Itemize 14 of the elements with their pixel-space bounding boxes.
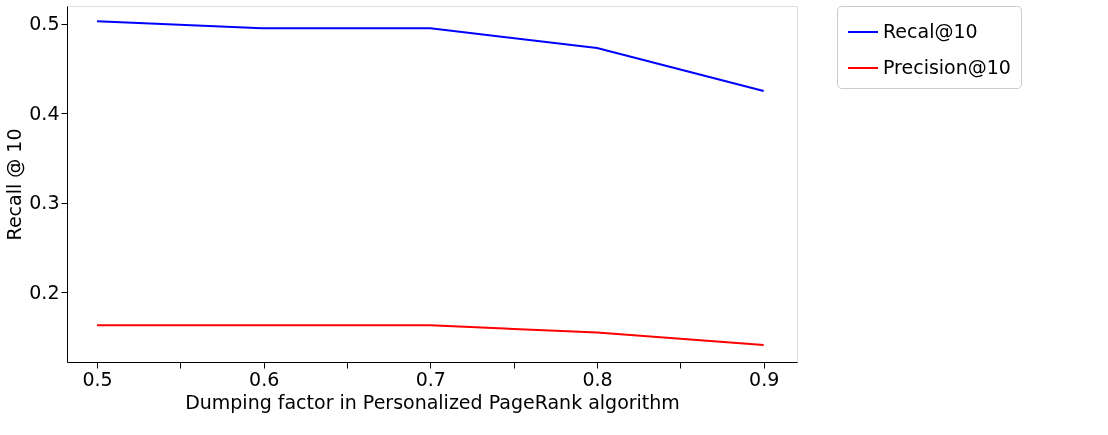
x-tick-label: 0.7 [415,367,446,390]
y-tick-label: 0.5 [29,12,60,35]
y-axis-title: Recall @ 10 [3,128,26,241]
x-tick-label: 0.6 [249,367,280,390]
legend-label: Precision@10 [883,56,1011,78]
y-tick-label: 0.4 [29,101,60,124]
x-tick-label: 0.5 [82,367,113,390]
x-tick-label: 0.8 [582,367,613,390]
x-axis-title: Dumping factor in Personalized PageRank algorithm [185,390,680,413]
x-tick-label: 0.9 [749,367,780,390]
legend-label: Recal@10 [883,20,978,42]
y-tick-label: 0.2 [29,280,60,303]
line-series [96,20,765,92]
y-tick-label: 0.3 [29,191,60,214]
